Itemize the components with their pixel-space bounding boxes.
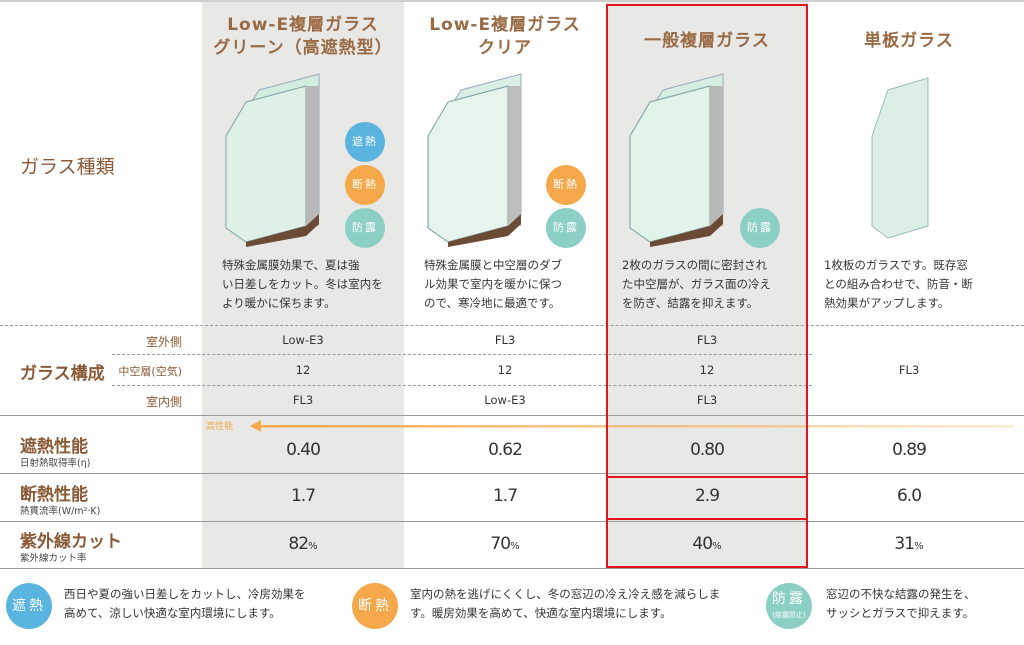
description-col2: 特殊金属膜と中空層のダブ ル効果で室内を暖かに保つ ので、寒冷地に最適です。 [424,258,562,310]
high-performance-label: 高性能 [206,422,234,432]
row-label-composition: ガラス構成 [20,364,105,384]
dew-badge-col2: 防露 [546,208,586,248]
outer-value-col1: Low-E3 [282,333,324,347]
legend-dew-badge: 防露 (結露防止) [766,583,812,629]
description-col3: 2枚のガラスの間に密封され た中空層が、ガラス面の冷え を防ぎ、結露を抑えます。 [622,258,772,310]
double-glass-image-standard [629,73,724,247]
highlight-insulation-box [606,476,808,520]
insulation-badge-col2: 断熱 [546,165,586,205]
shading-value-col2: 0.62 [488,440,523,460]
divider [112,385,812,386]
divider [0,415,1024,416]
air-value-col2: 12 [497,363,513,377]
row-label-insulation: 断熱性能 [20,485,88,505]
divider [0,568,1024,569]
air-value-col3: 12 [699,363,715,377]
top-rule [0,0,1024,2]
shading-value-col3: 0.80 [690,440,725,460]
shading-value-col4: 0.89 [892,440,927,460]
uv-value-col1: 82% [288,534,318,554]
single-value-col4: FL3 [898,363,920,377]
description-col4: 1枚板のガラスです。既存窓 との組み合わせで、防音・断 熱効果がアップします。 [824,258,973,310]
inner-value-col3: FL3 [696,393,718,407]
double-glass-image-clear [427,73,522,247]
air-layer-label: 中空層(空気) [118,365,182,378]
divider [0,325,1024,326]
highlight-column-box [606,4,808,568]
uv-value-col3: 40% [692,534,722,554]
divider [112,354,812,355]
row-sublabel-shading: 日射熱取得率(η) [20,458,91,469]
double-glass-image-green [225,73,320,247]
row-label-glass-type: ガラス種類 [20,156,115,178]
column-title-4: 単板ガラス [864,31,954,51]
high-performance-arrow [250,420,1014,432]
legend-insulation-badge: 断熱 [352,583,398,629]
outer-value-col2: FL3 [494,333,516,347]
air-value-col1: 12 [295,363,311,377]
legend-insulation-text: 室内の熱を逃げにくくし、冬の窓辺の冷え冷え感を減らしま す。暖房効果を高めて、快適… [410,587,721,620]
inner-side-label: 室内側 [145,395,182,409]
inner-value-col2: Low-E3 [484,393,526,407]
shading-badge-col1: 遮熱 [345,122,385,162]
divider [0,473,1024,474]
single-glass-image [871,77,929,239]
uv-value-col2: 70% [490,534,520,554]
insulation-value-col3: 2.9 [694,486,720,506]
row-label-uv: 紫外線カット [20,532,122,552]
insulation-value-col4: 6.0 [896,486,922,506]
legend-shading-badge: 遮熱 [6,583,52,629]
uv-value-col4: 31% [894,534,924,554]
row-sublabel-uv: 紫外線カット率 [20,553,87,564]
column-title-2: Low-E複層ガラス クリア [429,15,581,58]
insulation-badge-col1: 断熱 [345,165,385,205]
description-col1: 特殊金属膜効果で、夏は強 い日差しをカット。冬は室内を より暖かに保ちます。 [222,258,383,310]
column-title-1: Low-E複層ガラス グリーン（高遮熱型） [213,15,393,58]
inner-value-col1: FL3 [292,393,314,407]
shading-value-col1: 0.40 [286,440,321,460]
insulation-value-col2: 1.7 [492,486,518,506]
dew-badge-col1: 防露 [345,208,385,248]
divider [0,521,1024,522]
insulation-value-col1: 1.7 [290,486,316,506]
legend-shading-text: 西日や夏の強い日差しをカットし、冷房効果を 高めて、涼しい快適な室内環境にします。 [64,587,306,620]
row-label-shading: 遮熱性能 [20,437,88,457]
outer-side-label: 室外側 [145,335,182,349]
column-title-3: 一般複層ガラス [644,31,770,51]
row-sublabel-insulation: 熱貫流率(W/m²·K) [20,506,101,517]
outer-value-col3: FL3 [696,333,718,347]
dew-badge-col3: 防露 [740,208,780,248]
legend-dew-text: 窓辺の不快な結露の発生を、 サッシとガラスで抑えます。 [826,587,976,620]
